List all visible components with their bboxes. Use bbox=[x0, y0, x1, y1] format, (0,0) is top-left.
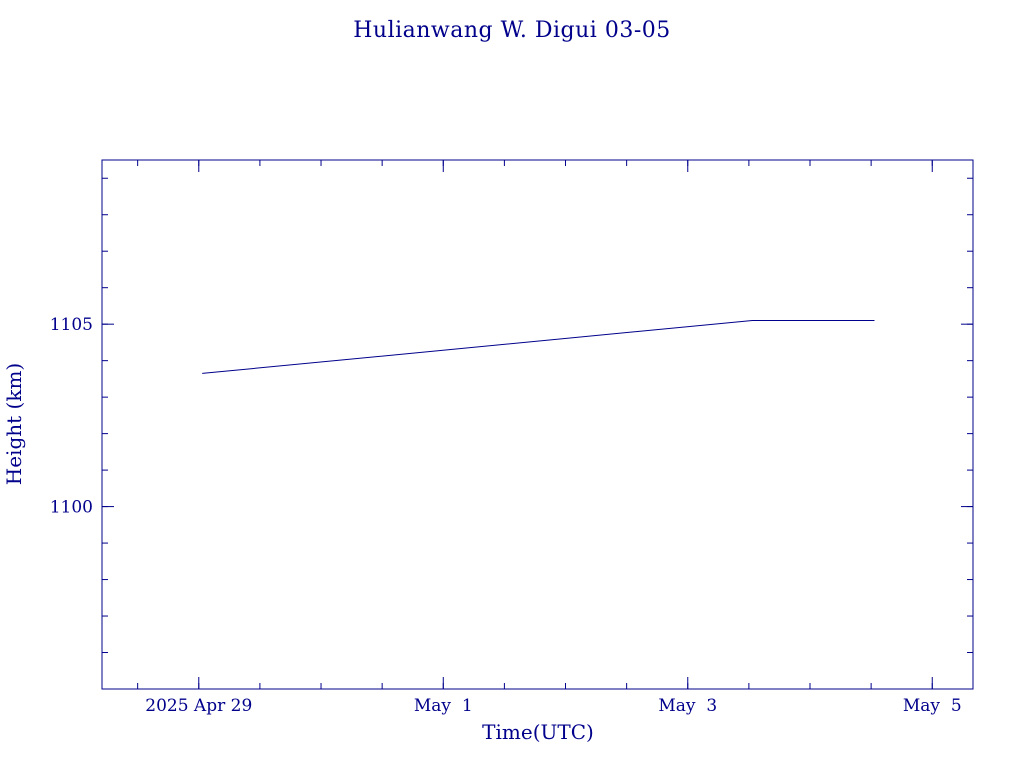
x-tick-label: 2025 Apr 29 bbox=[145, 696, 252, 716]
y-tick-label: 1105 bbox=[50, 315, 93, 335]
x-tick-label: May 1 bbox=[414, 696, 473, 716]
tick-labels: 2025 Apr 29 May 1 May 3 May 5 1100 1105 bbox=[50, 315, 962, 716]
y-tick-label: 1100 bbox=[50, 498, 93, 518]
y-axis-label: Height (km) bbox=[2, 363, 26, 485]
x-tick-label: May 5 bbox=[903, 696, 962, 716]
chart-title: Hulianwang W. Digui 03-05 bbox=[353, 18, 671, 43]
plot-frame bbox=[101, 159, 974, 690]
axis-ticks bbox=[102, 160, 973, 690]
series-line bbox=[202, 320, 875, 374]
x-axis-label: Time(UTC) bbox=[482, 720, 594, 744]
x-tick-label: May 3 bbox=[658, 696, 717, 716]
series-layer bbox=[202, 320, 875, 374]
